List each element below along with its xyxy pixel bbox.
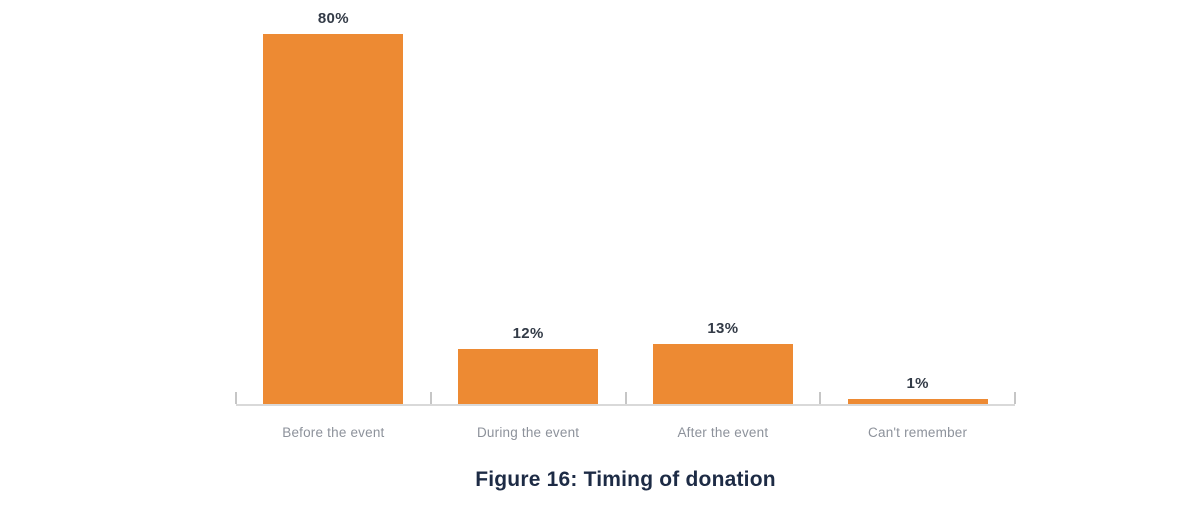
category-label-after-the-event: After the event — [677, 425, 769, 440]
x-axis-line — [236, 404, 1015, 406]
axis-tick-mark — [1014, 392, 1016, 404]
value-label-can-t-remember: 1% — [906, 375, 929, 393]
value-label-before-the-event: 80% — [317, 10, 349, 27]
category-label-can-t-remember: Can't remember — [868, 425, 968, 440]
value-label-during-the-event: 12% — [512, 324, 544, 342]
axis-tick-mark — [429, 392, 432, 404]
figure-caption: Figure 16: Timing of donation — [475, 468, 776, 491]
bar-can-t-remember — [847, 399, 988, 404]
category-label-during-the-event: During the event — [476, 425, 580, 440]
category-label-before-the-event: Before the event — [282, 425, 385, 440]
axis-tick-mark — [235, 392, 237, 404]
bar-during-the-event — [458, 348, 599, 404]
axis-tick-mark — [624, 392, 627, 404]
value-label-after-the-event: 13% — [707, 319, 739, 337]
bar-before-the-event — [263, 34, 404, 404]
bar-after-the-event — [652, 343, 793, 404]
axis-tick-mark — [819, 392, 822, 404]
